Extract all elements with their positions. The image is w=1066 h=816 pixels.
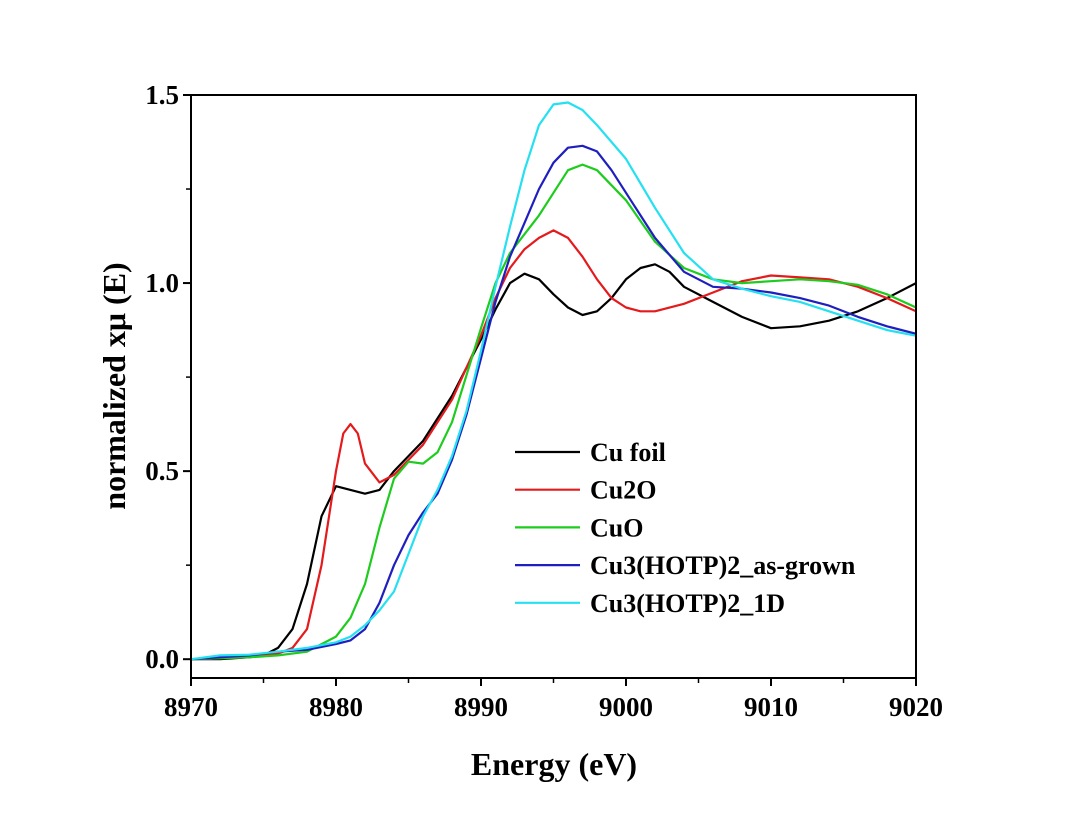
x-axis-title: Energy (eV) xyxy=(471,746,637,782)
series-line-4 xyxy=(191,144,916,661)
y-tick-label: 1.5 xyxy=(145,80,179,110)
x-tick-label: 9000 xyxy=(599,692,653,722)
legend-label-2: Cu2O xyxy=(590,476,656,505)
plot-frame xyxy=(190,94,917,679)
x-tick-label: 8970 xyxy=(164,692,218,722)
legend: Cu foil Cu2O CuO Cu3(HOTP)2_as-grown Cu3(HOT… xyxy=(515,438,856,618)
series-layer xyxy=(191,101,916,661)
y-tick-label: 0.5 xyxy=(145,456,179,486)
series-line-1 xyxy=(191,263,916,661)
legend-label-5: Cu3(HOTP)2_1D xyxy=(590,589,785,618)
series-line-5 xyxy=(191,101,916,661)
legend-label-4: Cu3(HOTP)2_as-grown xyxy=(590,551,856,580)
y-tick-label: 0.0 xyxy=(145,644,179,674)
x-tick-label: 8990 xyxy=(454,692,508,722)
x-tick-label: 9010 xyxy=(744,692,798,722)
x-tick-label: 8980 xyxy=(309,692,363,722)
legend-label-1: Cu foil xyxy=(590,438,666,467)
legend-label-3: CuO xyxy=(590,513,643,542)
x-tick-label: 9020 xyxy=(889,692,943,722)
y-tick-label: 1.0 xyxy=(145,268,179,298)
axes-layer: 8970 8980 8990 9000 9010 9020 0.0 0.5 1.0 1.5 xyxy=(145,80,943,722)
series-line-2 xyxy=(191,229,916,661)
y-axis-title: normalized xμ (E) xyxy=(96,262,132,509)
series-line-3 xyxy=(191,163,916,661)
